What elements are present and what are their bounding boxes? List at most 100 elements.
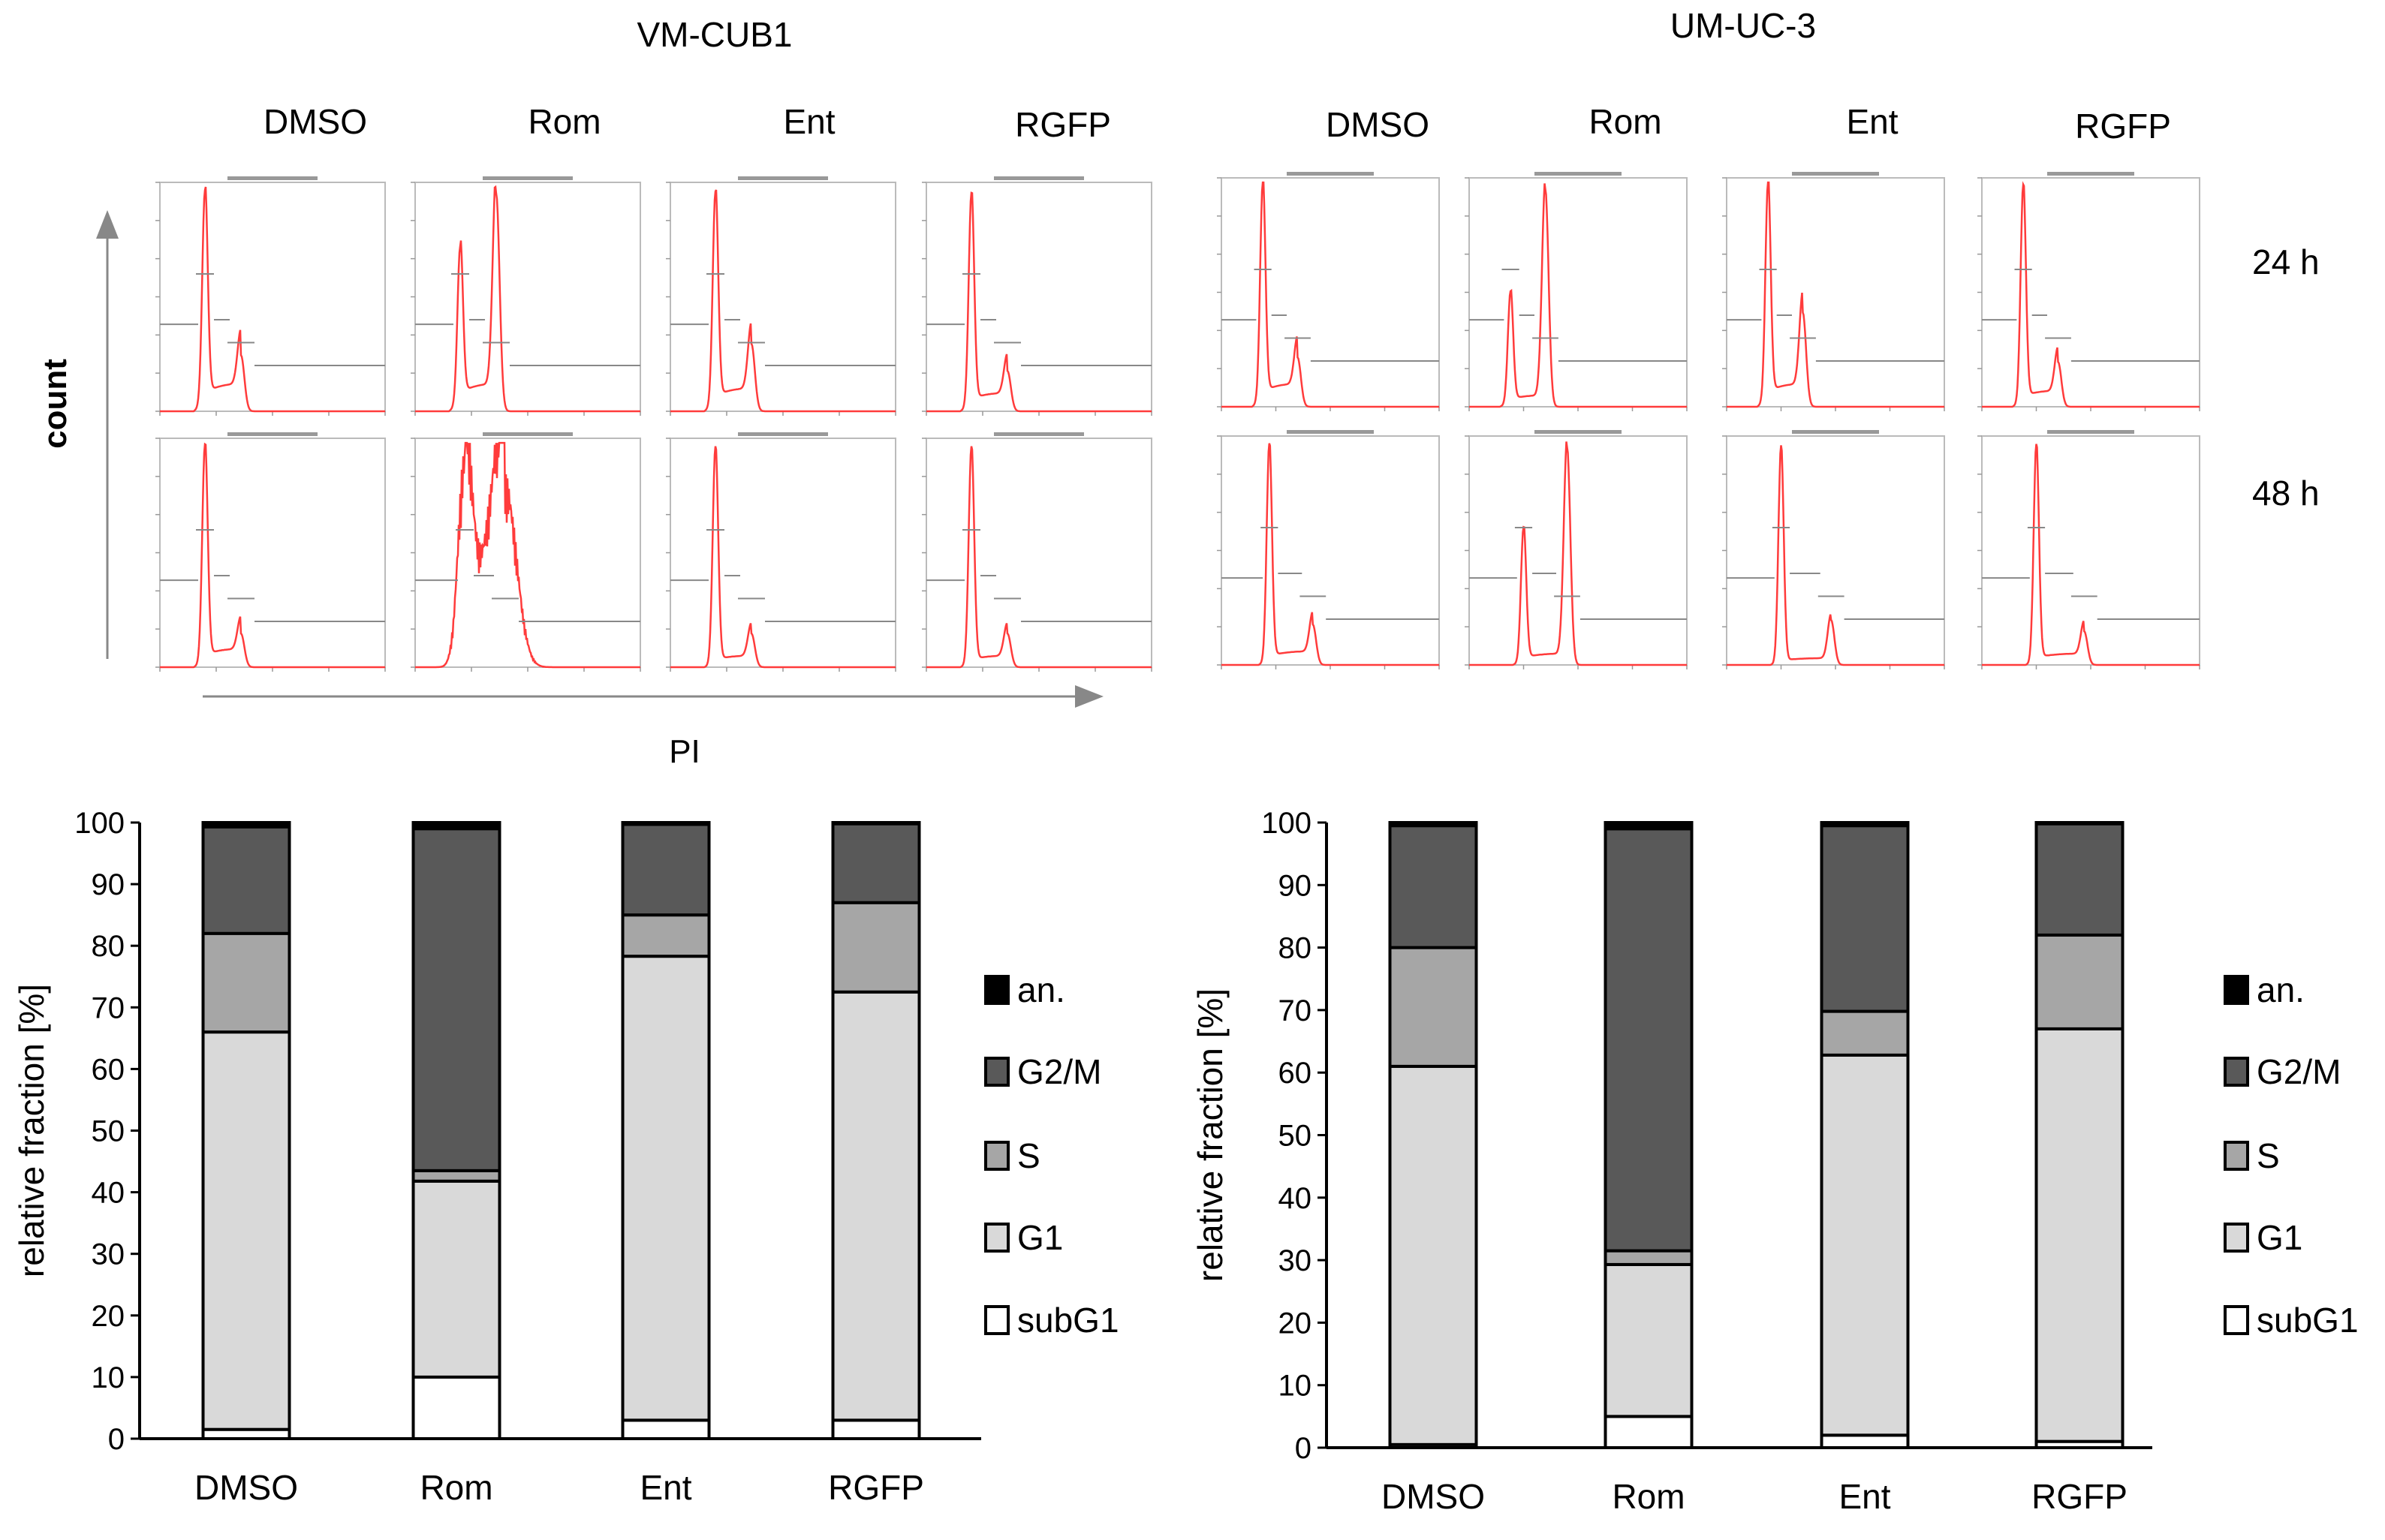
bar-segment-Ent-an.	[1820, 821, 1910, 828]
col-label-rgfp-right: RGFP	[2075, 107, 2171, 146]
bar-segment-RGFP-subG1	[831, 1418, 921, 1440]
x-category-label: Ent	[1838, 1477, 1890, 1516]
histogram-title-text	[227, 432, 318, 436]
col-label-rom-right: Rom	[1588, 102, 1661, 141]
histogram-title-text	[738, 176, 828, 180]
legend-item-an.: an.	[984, 970, 1065, 1009]
legend-item-G2/M: G2/M	[2224, 1052, 2341, 1091]
y-tick-label: 0	[1295, 1432, 1311, 1465]
histogram-frame	[1981, 435, 2200, 666]
bar-segment-DMSO-G2/M	[1388, 824, 1478, 949]
histogram-VM-CUB1-Ent-48h	[666, 432, 896, 672]
x-category-label: Ent	[640, 1468, 691, 1507]
histogram-curve	[1221, 181, 1439, 408]
legend-label: G2/M	[1017, 1052, 1101, 1091]
histogram-VM-CUB1-Rom-24h	[411, 176, 641, 416]
y-tick-label: 0	[108, 1423, 125, 1456]
bar-segment-RGFP-S	[2034, 933, 2125, 1030]
histogram-title-text	[1534, 430, 1622, 434]
histogram-frame	[670, 438, 896, 668]
y-tick-label: 80	[1278, 932, 1312, 965]
x-category-label: Rom	[1612, 1477, 1685, 1516]
bar-segment-DMSO-G2/M	[201, 825, 291, 935]
histogram-title-text	[2047, 172, 2134, 176]
legend-item-an.: an.	[2224, 970, 2305, 1009]
histogram-title-text	[1792, 430, 1879, 434]
bar-segment-DMSO-G1	[201, 1030, 291, 1431]
legend-swatch	[984, 975, 1010, 1005]
legend-swatch	[984, 1141, 1010, 1171]
legend-swatch	[2224, 975, 2249, 1005]
y-tick-label: 30	[1278, 1244, 1312, 1277]
legend-label: S	[2257, 1136, 2280, 1175]
histogram-curve	[670, 446, 896, 669]
histogram-curve	[1727, 181, 1944, 408]
bar-segment-Ent-G1	[621, 955, 711, 1422]
legend-swatch	[2224, 1223, 2249, 1253]
histogram-curve	[926, 446, 1152, 669]
legend-item-G1: G1	[2224, 1218, 2302, 1257]
histogram-VM-CUB1-DMSO-48h	[155, 432, 386, 672]
legend-label: G2/M	[2257, 1052, 2341, 1091]
bar-segment-Rom-an.	[411, 821, 501, 831]
histogram-frame	[1726, 435, 1945, 666]
legend-label: G1	[1017, 1218, 1063, 1257]
x-category-label: DMSO	[1381, 1477, 1485, 1516]
x-category-label: Rom	[420, 1468, 492, 1507]
y-tick-label: 60	[1278, 1057, 1312, 1090]
bar-segment-Ent-subG1	[1820, 1433, 1910, 1449]
bar-segment-Rom-subG1	[411, 1375, 501, 1441]
title-um-uc-3: UM-UC-3	[1670, 6, 1816, 45]
histogram-curve	[160, 186, 385, 413]
histogram-title-text	[738, 432, 828, 436]
histogram-title-text	[2047, 430, 2134, 434]
bar-segment-Rom-S	[411, 1169, 501, 1183]
histogram-UM-UC-3-Rom-24h	[1465, 172, 1688, 411]
histogram-frame	[1468, 435, 1688, 666]
bar-segment-Rom-an.	[1604, 821, 1694, 831]
legend-label: subG1	[1017, 1301, 1119, 1340]
y-tick-label: 50	[1278, 1120, 1312, 1153]
histogram-curve	[1221, 443, 1439, 666]
histogram-UM-UC-3-RGFP-24h	[1977, 172, 2200, 411]
histogram-curve	[1982, 181, 2200, 408]
bar-segment-RGFP-S	[831, 901, 921, 994]
histogram-UM-UC-3-DMSO-24h	[1217, 172, 1440, 411]
y-tick-label: 100	[74, 807, 125, 840]
y-tick-label: 60	[92, 1053, 125, 1086]
y-tick-label: 30	[92, 1238, 125, 1271]
histogram-UM-UC-3-Ent-48h	[1722, 430, 1945, 669]
bar-segment-Ent-S	[621, 913, 711, 958]
histogram-curve	[1469, 441, 1687, 666]
histogram-curve	[670, 189, 896, 413]
bar-segment-Rom-S	[1604, 1249, 1694, 1266]
bar-segment-Ent-G1	[1820, 1053, 1910, 1437]
legend-item-G2/M: G2/M	[984, 1052, 1101, 1091]
y-tick-label: 10	[1278, 1370, 1312, 1403]
bar-segment-Ent-subG1	[621, 1418, 711, 1440]
histogram-frame	[670, 182, 896, 412]
histogram-title-text	[483, 432, 573, 436]
stacked-bar-chart-VM-CUB1: 0 10 20 30 40 50 60 70 80 90 100 relative fraction …	[12, 807, 1119, 1507]
histogram-title-text	[1534, 172, 1622, 176]
bar-segment-RGFP-G1	[2034, 1027, 2125, 1443]
histogram-VM-CUB1-RGFP-24h	[922, 176, 1152, 416]
legend-swatch	[984, 1223, 1010, 1253]
histogram-VM-CUB1-Rom-48h	[411, 432, 641, 672]
histogram-VM-CUB1-DMSO-24h	[155, 176, 386, 416]
histogram-panels	[155, 172, 2200, 672]
col-label-dmso-left: DMSO	[263, 102, 367, 141]
legend-item-subG1: subG1	[984, 1301, 1119, 1340]
histogram-curve	[160, 442, 385, 669]
bar-segment-DMSO-an.	[201, 821, 291, 829]
legend-swatch	[2224, 1305, 2249, 1335]
x-category-label: RGFP	[2031, 1477, 2128, 1516]
histogram-title-text	[1287, 430, 1374, 434]
col-label-ent-left: Ent	[783, 102, 835, 141]
histogram-UM-UC-3-Rom-48h	[1465, 430, 1688, 669]
col-label-rom-left: Rom	[528, 102, 601, 141]
y-tick-label: 90	[92, 868, 125, 901]
histogram-frame	[926, 182, 1152, 412]
histogram-curve	[1727, 445, 1944, 666]
